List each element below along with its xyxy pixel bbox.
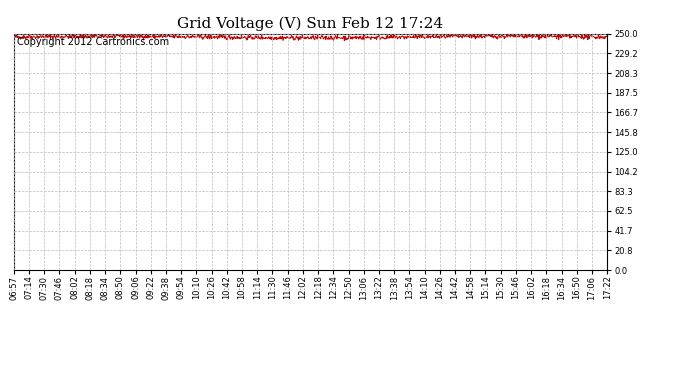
Text: Copyright 2012 Cartronics.com: Copyright 2012 Cartronics.com [17,37,169,47]
Title: Grid Voltage (V) Sun Feb 12 17:24: Grid Voltage (V) Sun Feb 12 17:24 [177,17,444,31]
